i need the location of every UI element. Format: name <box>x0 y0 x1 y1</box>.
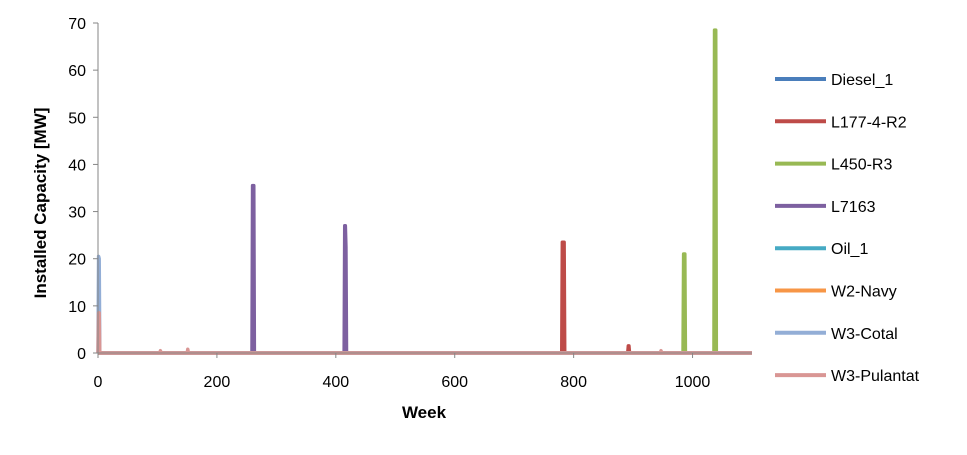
x-tick-label: 200 <box>204 374 231 391</box>
x-tick-label: 0 <box>94 374 103 391</box>
legend-label: Diesel_1 <box>831 72 893 89</box>
y-tick-label: 30 <box>68 205 86 222</box>
x-tick-label: 1000 <box>675 374 711 391</box>
y-tick-label: 40 <box>68 157 86 174</box>
x-tick-label: 600 <box>441 374 468 391</box>
y-axis-title: Installed Capacity [MW] <box>31 108 50 299</box>
legend-label: L177-4-R2 <box>831 114 907 131</box>
y-tick-label: 20 <box>68 252 86 269</box>
y-tick-label: 60 <box>68 63 86 80</box>
axes: 0 10 20 30 40 50 60 70 0 200 400 600 800 1000 <box>68 16 752 391</box>
series-line-l177-4-r2 <box>98 240 752 355</box>
legend-label: Oil_1 <box>831 241 868 258</box>
y-tick-label: 70 <box>68 16 86 33</box>
series-line-l7163 <box>98 183 752 355</box>
y-tick-label: 50 <box>68 110 86 127</box>
x-tick-label: 400 <box>322 374 349 391</box>
y-tick-label: 10 <box>68 299 86 316</box>
legend-label: W3-Cotal <box>831 326 898 343</box>
plot-area <box>96 28 752 355</box>
legend: Diesel_1 L177-4-R2 L450-R3 L7163 Oil_1 W2-Nav… <box>775 72 920 385</box>
legend-label: W2-Navy <box>831 284 897 301</box>
x-axis-title: Week <box>402 403 447 422</box>
y-tick-label: 0 <box>77 346 86 363</box>
series-line-w3-cotal <box>96 254 752 355</box>
series-line-l450-r3 <box>98 28 752 355</box>
series-line-w3-pulantat <box>96 311 752 355</box>
x-tick-label: 800 <box>560 374 587 391</box>
y-axis-title-group: Installed Capacity [MW] <box>31 108 50 299</box>
legend-label: W3-Pulantat <box>831 368 920 385</box>
legend-label: L450-R3 <box>831 157 892 174</box>
legend-label: L7163 <box>831 199 876 216</box>
